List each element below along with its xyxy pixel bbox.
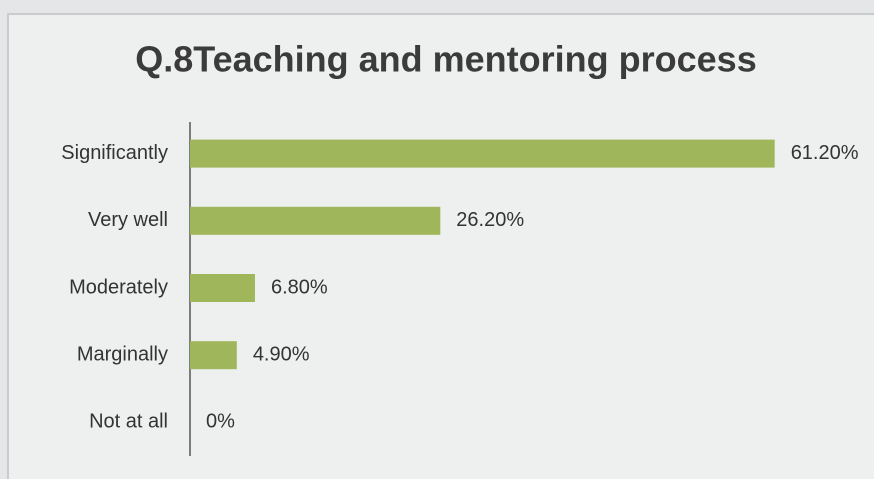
value-label: 4.90% [253, 343, 310, 365]
bar [190, 139, 775, 168]
value-label: 0% [206, 411, 235, 433]
category-label: Marginally [77, 343, 168, 365]
bar [190, 274, 255, 302]
bar [190, 341, 237, 370]
category-label: Very well [88, 209, 168, 231]
value-label: 26.20% [456, 209, 524, 231]
slide [7, 13, 874, 479]
category-label: Not at all [89, 411, 168, 433]
category-label: Moderately [69, 276, 168, 298]
bar [190, 206, 441, 235]
category-label: Significantly [61, 142, 168, 164]
chart-title: Q.8Teaching and mentoring process [135, 39, 756, 80]
value-label: 61.20% [791, 142, 859, 164]
value-label: 6.80% [271, 276, 328, 298]
